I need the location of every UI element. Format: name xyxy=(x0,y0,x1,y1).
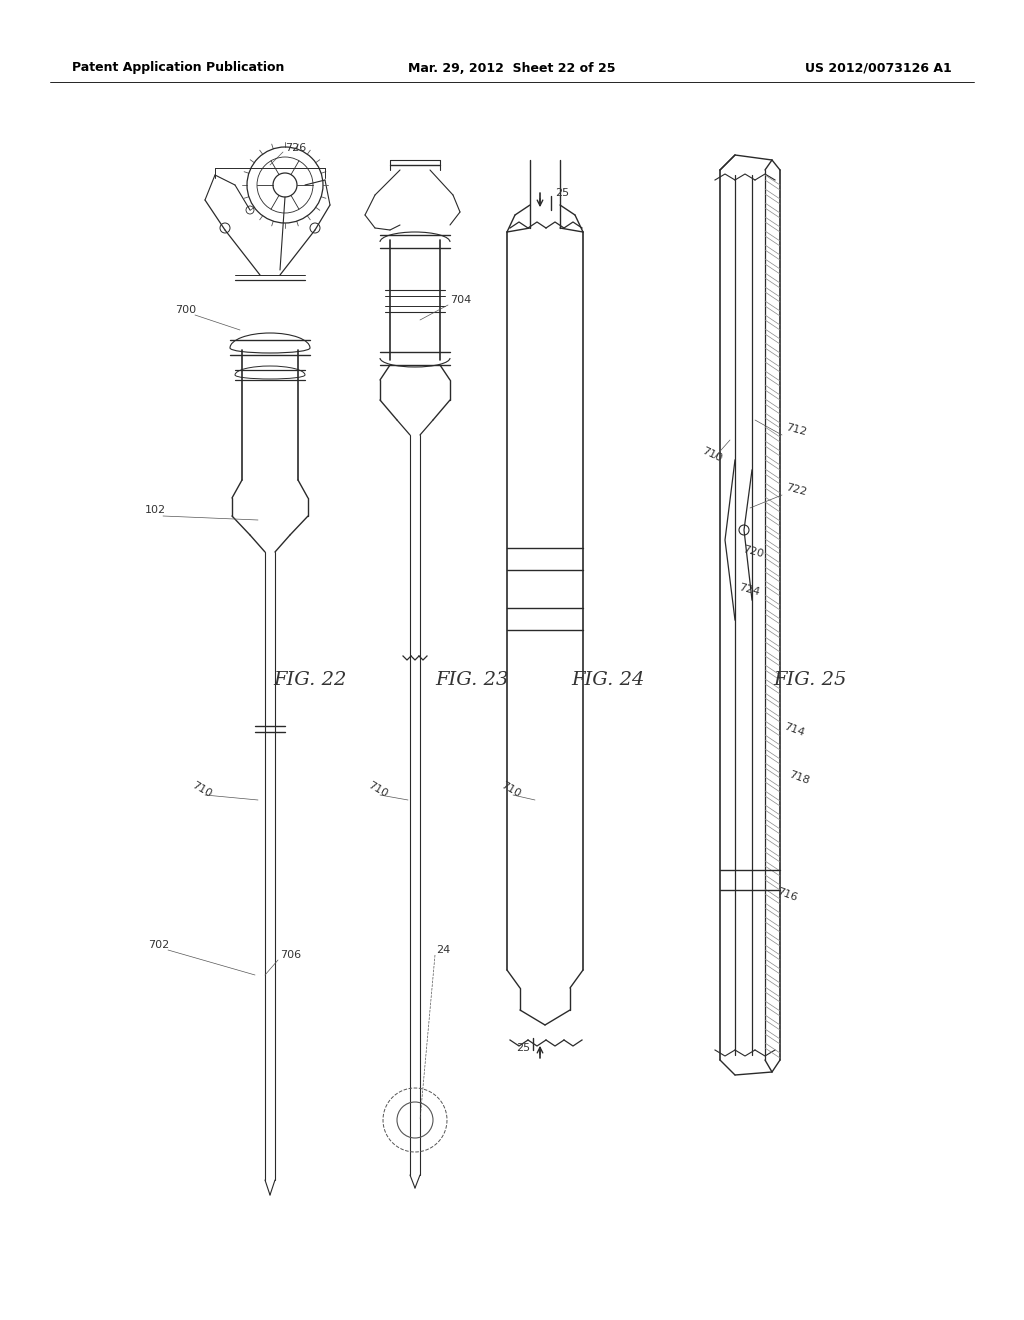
Text: Patent Application Publication: Patent Application Publication xyxy=(72,62,285,74)
Text: FIG. 22: FIG. 22 xyxy=(273,671,347,689)
Text: Mar. 29, 2012  Sheet 22 of 25: Mar. 29, 2012 Sheet 22 of 25 xyxy=(409,62,615,74)
Text: 716: 716 xyxy=(775,887,799,903)
Text: 706: 706 xyxy=(280,950,301,960)
Text: FIG. 23: FIG. 23 xyxy=(435,671,509,689)
Text: 25: 25 xyxy=(516,1043,530,1053)
Text: 25: 25 xyxy=(555,187,569,198)
Text: FIG. 25: FIG. 25 xyxy=(773,671,847,689)
Text: US 2012/0073126 A1: US 2012/0073126 A1 xyxy=(805,62,952,74)
Text: 726: 726 xyxy=(285,143,306,153)
Text: 24: 24 xyxy=(436,945,451,954)
Text: 724: 724 xyxy=(738,582,761,598)
Text: FIG. 24: FIG. 24 xyxy=(571,671,645,689)
Text: 710: 710 xyxy=(190,780,213,800)
Text: 714: 714 xyxy=(782,722,806,738)
Text: 710: 710 xyxy=(499,780,522,800)
Text: 710: 710 xyxy=(366,780,389,800)
Text: 712: 712 xyxy=(785,422,808,437)
Text: 702: 702 xyxy=(148,940,169,950)
Text: 718: 718 xyxy=(787,770,810,787)
Text: 700: 700 xyxy=(175,305,197,315)
Text: 710: 710 xyxy=(700,446,723,465)
Text: 704: 704 xyxy=(450,294,471,305)
Text: 722: 722 xyxy=(785,482,808,498)
Text: 720: 720 xyxy=(742,544,765,560)
Text: 102: 102 xyxy=(145,506,166,515)
